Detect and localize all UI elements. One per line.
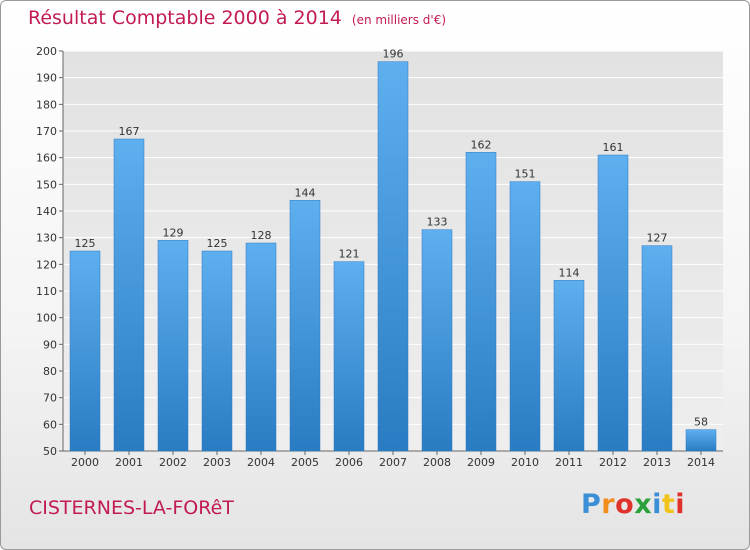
bar <box>465 152 497 452</box>
bar <box>509 181 541 452</box>
x-tick-label: 2008 <box>423 456 451 469</box>
x-tick-label: 2007 <box>379 456 407 469</box>
x-tick-label: 2012 <box>599 456 627 469</box>
bar <box>685 429 717 452</box>
y-tick-label: 120 <box>36 258 57 271</box>
logo-letter: x <box>634 489 653 520</box>
bar <box>641 245 673 452</box>
y-tick-label: 150 <box>36 178 57 191</box>
y-tick-label: 200 <box>36 45 57 58</box>
bar-value-label: 133 <box>427 216 448 229</box>
y-tick-label: 160 <box>36 152 57 165</box>
logo-letter: P <box>581 489 602 520</box>
y-tick-label: 90 <box>43 338 57 351</box>
bar-value-label: 161 <box>603 141 624 154</box>
bar <box>289 200 321 452</box>
bar <box>333 261 365 452</box>
y-tick-label: 50 <box>43 445 57 458</box>
y-tick-label: 100 <box>36 312 57 325</box>
logo-letter: r <box>601 489 616 520</box>
plot-area: 50 60 70 80 90 100 110 120 130 140 150 160 170 180 190… <box>36 45 723 469</box>
proxiti-logo: Proxiti <box>581 489 685 520</box>
y-tick-label: 180 <box>36 98 57 111</box>
logo-letter: o <box>615 489 635 520</box>
bar-value-label: 162 <box>471 138 492 151</box>
bar-value-label: 151 <box>515 168 536 181</box>
y-tick-label: 130 <box>36 232 57 245</box>
bar-value-label: 125 <box>75 237 96 250</box>
x-tick-label: 2001 <box>115 456 143 469</box>
bar <box>69 250 101 452</box>
bar-value-label: 58 <box>694 416 708 429</box>
x-tick-label: 2002 <box>159 456 187 469</box>
bar <box>597 154 629 452</box>
chart-title-text: Résultat Comptable 2000 à 2014 <box>28 7 342 29</box>
logo-letter: i <box>675 489 686 520</box>
x-tick-label: 2011 <box>555 456 583 469</box>
x-tick-label: 2009 <box>467 456 495 469</box>
bar-value-label: 129 <box>163 226 184 239</box>
commune-name: CISTERNES-LA-FORêT <box>29 497 234 519</box>
bar <box>245 242 277 452</box>
bar <box>553 280 585 452</box>
bar-value-label: 167 <box>119 125 140 138</box>
x-tick-label: 2004 <box>247 456 275 469</box>
y-tick-label: 70 <box>43 392 57 405</box>
x-tick-label: 2006 <box>335 456 363 469</box>
bar-value-label: 125 <box>207 237 228 250</box>
bar <box>377 61 409 452</box>
bar <box>421 229 453 452</box>
y-tick-label: 190 <box>36 72 57 85</box>
bar-value-label: 144 <box>295 186 316 199</box>
bar <box>201 250 233 452</box>
x-tick-label: 2003 <box>203 456 231 469</box>
y-tick-label: 60 <box>43 418 57 431</box>
y-tick-label: 140 <box>36 205 57 218</box>
bar-value-label: 128 <box>251 229 272 242</box>
y-tick-label: 80 <box>43 365 57 378</box>
bar-value-label: 196 <box>383 48 404 61</box>
x-tick-label: 2013 <box>643 456 671 469</box>
bar <box>113 138 145 452</box>
x-tick-label: 2000 <box>71 456 99 469</box>
logo-letter: i <box>652 489 662 520</box>
bar-value-label: 121 <box>339 248 360 261</box>
x-tick-label: 2010 <box>511 456 539 469</box>
chart-title: Résultat Comptable 2000 à 2014 (en millie… <box>28 7 446 29</box>
x-tick-label: 2005 <box>291 456 319 469</box>
chart-subtitle: (en milliers d'€) <box>351 13 447 27</box>
y-tick-label: 170 <box>36 125 57 138</box>
bar-value-label: 114 <box>559 266 580 279</box>
y-tick-label: 110 <box>36 285 57 298</box>
logo-letter: t <box>661 489 676 520</box>
bar-value-label: 127 <box>647 232 668 245</box>
bar <box>157 240 189 452</box>
x-tick-label: 2014 <box>687 456 715 469</box>
